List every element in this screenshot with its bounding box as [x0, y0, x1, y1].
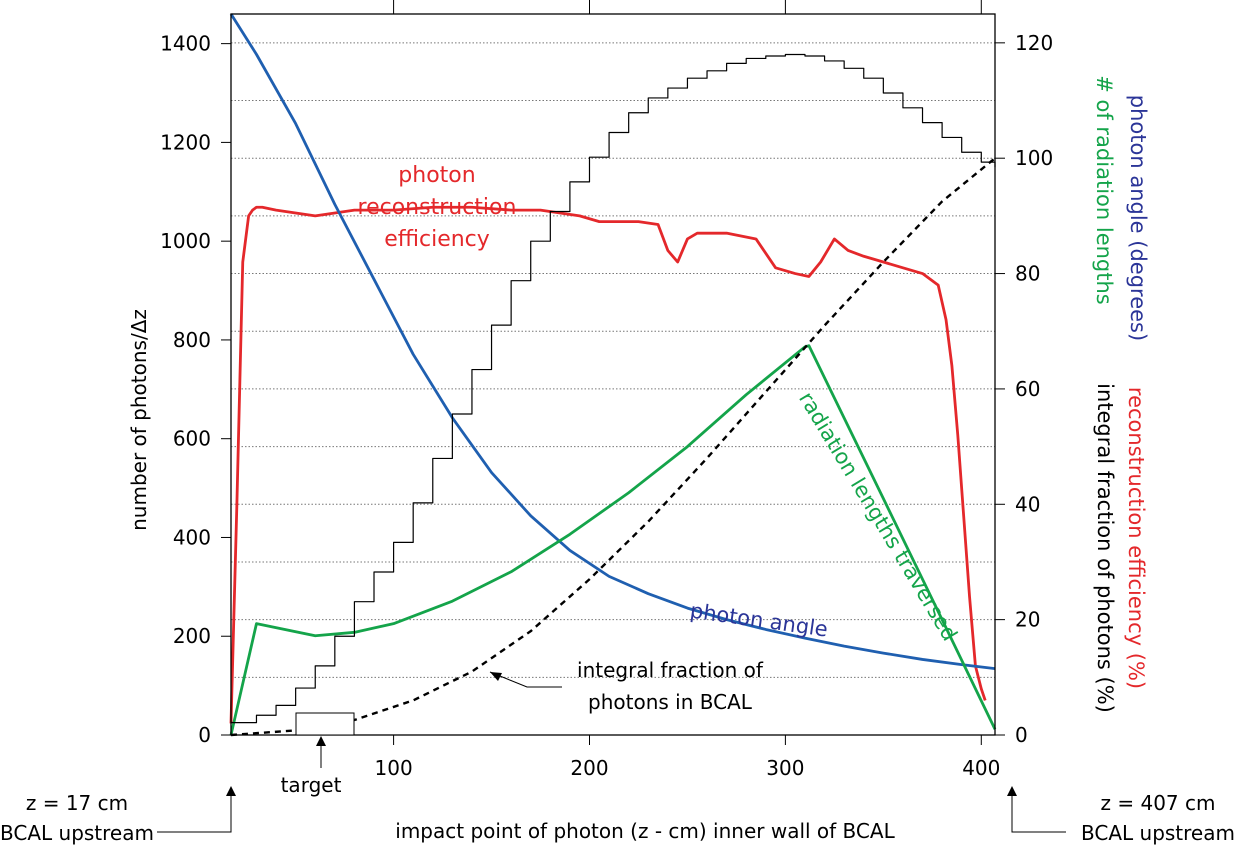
integral-label-line-2: photons in BCAL [588, 690, 753, 714]
x-tick-label-400: 400 [962, 756, 1000, 780]
left-end-label-line-2: BCAL upstream [0, 821, 154, 845]
series-layer [229, 13, 997, 737]
histogram-series [231, 53, 996, 724]
y-axis-right-label-3: reconstruction efficiency (%) [1124, 387, 1148, 689]
efficiency-series-group [229, 205, 987, 724]
left-end-pointer [157, 794, 232, 833]
right-end-label-line-1: z = 407 cm [1101, 791, 1216, 815]
efficiency-label-line-3: efficiency [384, 227, 490, 252]
target-label: target [281, 773, 342, 797]
efficiency-label-line-1: photon [398, 163, 475, 188]
y-left-tick-label-800: 800 [173, 328, 211, 352]
y-left-tick-label-1200: 1200 [160, 130, 211, 154]
integral-pointer [489, 671, 562, 688]
y-left-tick-label-1000: 1000 [160, 229, 211, 253]
y-axis-left-label: number of photons/Δz [127, 309, 151, 531]
x-tick-label-200: 200 [570, 756, 608, 780]
radiation-label: radiation lengths traversed [794, 388, 962, 645]
y-axis-right-labels: photon angle (degrees) # of radiation len… [1092, 75, 1150, 713]
grid-lines [231, 42, 995, 678]
histogram-series-group [231, 53, 996, 724]
left-end-arrowhead [226, 786, 236, 796]
left-end-label-line-1: z = 17 cm [26, 791, 128, 815]
y-right-tick-label-100: 100 [1015, 146, 1053, 170]
y-right-tick-label-0: 0 [1015, 723, 1028, 747]
right-end-arrowhead [1007, 786, 1017, 796]
radiation-series [229, 344, 997, 736]
angle-label: photon angle [689, 599, 830, 642]
x-tick-label-100: 100 [375, 756, 413, 780]
y-left-tick-label-0: 0 [198, 723, 211, 747]
efficiency-label-line-2: reconstruction [358, 195, 517, 220]
right-end-pointer [1011, 794, 1066, 833]
y-right-tick-label-120: 120 [1015, 31, 1053, 55]
axis-ticks: 0204060801001200200400600800100012001400… [160, 0, 1053, 780]
integral-series [230, 157, 996, 737]
integral-series-group [230, 157, 996, 737]
y-left-tick-label-1400: 1400 [160, 32, 211, 56]
y-left-tick-label-200: 200 [173, 624, 211, 648]
y-right-tick-label-80: 80 [1015, 262, 1040, 286]
x-axis-label: impact point of photon (z - cm) inner wa… [395, 819, 895, 843]
y-axis-right-label-1: photon angle (degrees) [1126, 95, 1150, 341]
x-tick-label-300: 300 [766, 756, 804, 780]
y-left-tick-label-600: 600 [173, 427, 211, 451]
y-right-tick-label-40: 40 [1015, 492, 1040, 516]
angle-series-group [229, 13, 996, 671]
right-end-label-line-2: BCAL upstream [1081, 821, 1235, 845]
radiation-series-group [229, 344, 997, 736]
y-left-tick-label-400: 400 [173, 525, 211, 549]
integral-label-line-1: integral fraction of [577, 658, 764, 682]
integral-pointer-arrowhead [490, 672, 502, 681]
target-box [295, 712, 355, 736]
angle-series [229, 13, 996, 671]
y-right-tick-label-60: 60 [1015, 377, 1040, 401]
y-axis-right-label-4: integral fraction of photons (%) [1093, 383, 1117, 713]
target-arrowhead [316, 736, 326, 746]
y-right-tick-label-20: 20 [1015, 608, 1040, 632]
efficiency-series [229, 205, 987, 724]
y-axis-right-label-2: # of radiation lengths [1092, 75, 1116, 305]
plot-frame [230, 13, 996, 736]
